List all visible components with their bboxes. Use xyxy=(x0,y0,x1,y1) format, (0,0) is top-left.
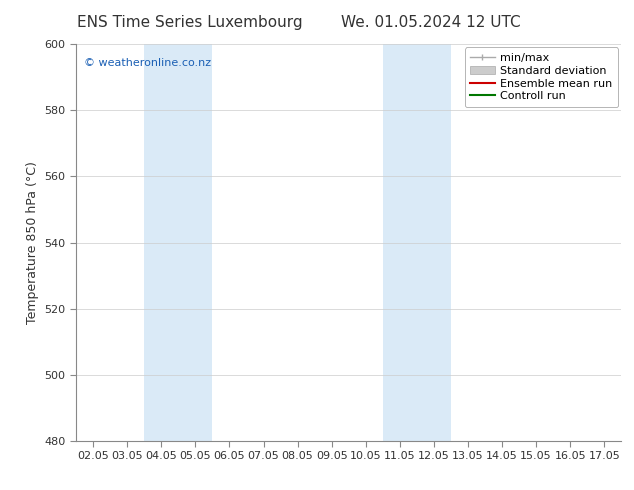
Text: ENS Time Series Luxembourg: ENS Time Series Luxembourg xyxy=(77,15,303,30)
Bar xyxy=(383,44,451,441)
Text: © weatheronline.co.nz: © weatheronline.co.nz xyxy=(84,58,211,68)
Legend: min/max, Standard deviation, Ensemble mean run, Controll run: min/max, Standard deviation, Ensemble me… xyxy=(465,48,618,107)
Y-axis label: Temperature 850 hPa (°C): Temperature 850 hPa (°C) xyxy=(26,161,39,324)
Bar xyxy=(144,44,212,441)
Text: We. 01.05.2024 12 UTC: We. 01.05.2024 12 UTC xyxy=(341,15,521,30)
